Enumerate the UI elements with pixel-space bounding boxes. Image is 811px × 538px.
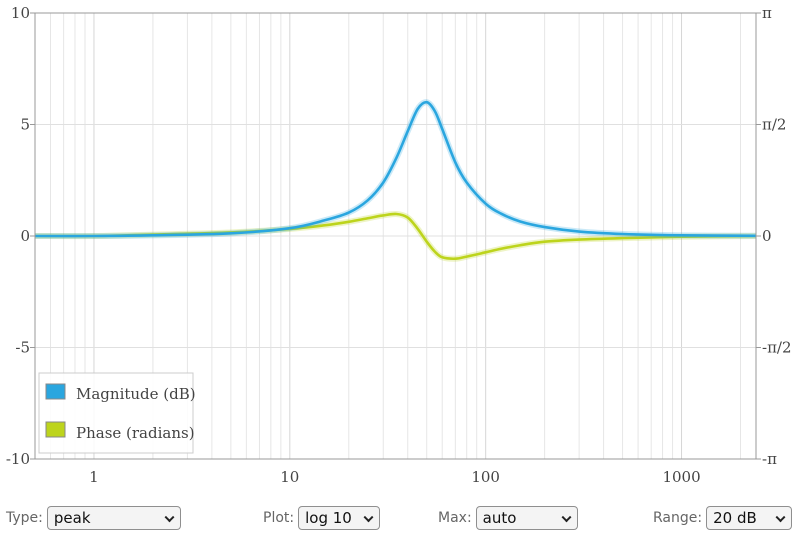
range-control: Range: 20 dB — [653, 506, 793, 530]
max-select-value: auto — [482, 509, 517, 527]
y2-tick-label: -π/2 — [762, 339, 792, 357]
y2-tick-label: -π — [762, 450, 777, 468]
max-select[interactable]: auto — [475, 506, 578, 530]
type-control: Type: peak — [6, 506, 181, 530]
plot-control: Plot: log 10 — [263, 506, 381, 530]
plot-select[interactable]: log 10 — [298, 506, 381, 530]
chevron-down-icon — [775, 512, 786, 523]
y-tick-label: -5 — [15, 339, 30, 357]
y-tick-label: -10 — [6, 450, 30, 468]
y-tick-label: 10 — [11, 4, 30, 22]
max-label: Max: — [438, 510, 472, 526]
plot-label: Plot: — [263, 510, 295, 526]
legend-label-magnitude: Magnitude (dB) — [76, 385, 196, 403]
y2-tick-label: π — [762, 4, 772, 22]
chevron-down-icon — [363, 512, 374, 523]
type-select[interactable]: peak — [46, 506, 181, 530]
legend-swatch-magnitude — [45, 383, 66, 400]
x-tick-label: 100 — [471, 468, 500, 486]
range-label: Range: — [653, 510, 703, 526]
series-line-magnitude — [35, 100, 756, 238]
legend: Magnitude (dB) Phase (radians) — [38, 372, 196, 454]
controls-bar: Type: peak Plot: log 10 Max: auto Range:… — [0, 500, 811, 538]
axis-ticks: 1 10 100 1000 10 5 0 -5 -10 π π/2 0 -π/2 -π — [6, 4, 792, 486]
legend-swatch-phase — [45, 421, 66, 438]
type-select-value: peak — [53, 509, 91, 527]
type-label: Type: — [6, 510, 43, 526]
y2-tick-label: π/2 — [762, 116, 786, 134]
series-lines — [35, 99, 756, 262]
plot-select-value: log 10 — [305, 509, 352, 527]
chevron-down-icon — [561, 512, 572, 523]
legend-label-phase: Phase (radians) — [76, 424, 195, 442]
y-tick-label: 0 — [20, 227, 30, 245]
range-select[interactable]: 20 dB — [706, 506, 793, 530]
x-tick-label: 1 — [89, 468, 99, 486]
chevron-down-icon — [164, 512, 175, 523]
y-tick-label: 5 — [20, 116, 30, 134]
frequency-response-chart: 1 10 100 1000 10 5 0 -5 -10 π π/2 0 -π/2 -π Magnitude… — [6, 4, 792, 486]
range-select-value: 20 dB — [713, 509, 757, 527]
x-tick-label: 1000 — [662, 468, 700, 486]
x-tick-label: 10 — [280, 468, 299, 486]
y2-tick-label: 0 — [762, 227, 772, 245]
max-control: Max: auto — [438, 506, 578, 530]
